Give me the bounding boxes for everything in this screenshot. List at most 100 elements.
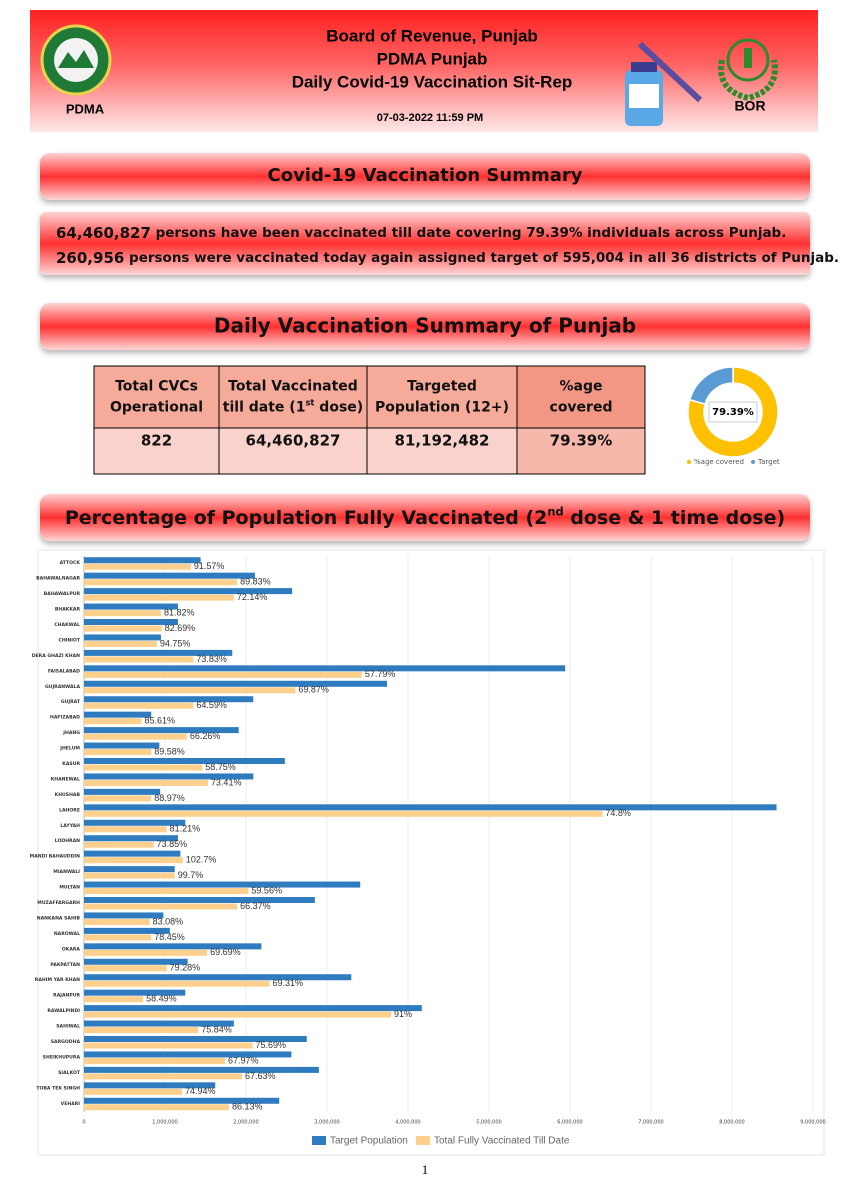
x-tick-label: 7,000,000 xyxy=(638,1120,663,1126)
bar xyxy=(84,974,352,981)
percent-label: 86.13% xyxy=(232,1102,263,1112)
table-cell-text: 79.39% xyxy=(550,432,612,450)
bar xyxy=(84,881,361,888)
bar xyxy=(84,866,175,873)
bar xyxy=(84,625,162,632)
bar xyxy=(84,727,239,734)
bar xyxy=(84,804,777,811)
text-line: till date (1st dose) xyxy=(223,397,363,415)
bar xyxy=(84,733,187,740)
bar xyxy=(84,680,387,687)
y-tick-label: GUJRANWALA xyxy=(45,684,80,690)
percent-label: 89.83% xyxy=(240,577,271,587)
table-cell xyxy=(516,427,646,475)
y-tick-label: ATTOCK xyxy=(60,560,81,566)
legend-swatch xyxy=(312,1136,326,1145)
percent-label: 94.75% xyxy=(160,638,191,648)
bar xyxy=(84,996,144,1003)
donut-label-box xyxy=(708,401,758,423)
bar xyxy=(84,927,170,934)
table-header-text: Total Vaccinated xyxy=(228,379,358,395)
percent-label: 79.28% xyxy=(170,963,201,973)
text-line: Percentage of Population Fully Vaccinate… xyxy=(65,504,785,529)
percent-label: 83.08% xyxy=(153,916,184,926)
y-tick-label: DERA GHAZI KHAN xyxy=(32,653,80,659)
percent-label: 81.82% xyxy=(164,607,195,617)
banner xyxy=(40,303,810,350)
bar xyxy=(84,649,233,656)
y-tick-label: TOBA TEK SINGH xyxy=(36,1085,80,1091)
y-tick-label: MIANWALI xyxy=(53,869,80,875)
percent-label: 75.84% xyxy=(201,1024,232,1034)
bar xyxy=(84,619,178,625)
bar xyxy=(84,665,566,672)
percent-label: 69.31% xyxy=(272,978,303,988)
bar xyxy=(84,718,142,725)
text: dose) xyxy=(314,400,363,416)
x-tick-label: 8,000,000 xyxy=(719,1120,744,1126)
report-title: Daily Covid-19 Vaccination Sit-Rep xyxy=(292,72,573,91)
bar xyxy=(84,1088,183,1095)
header-box xyxy=(30,10,818,132)
y-tick-label: JHANG xyxy=(62,730,80,736)
org-name: Board of Revenue, Punjab xyxy=(326,26,538,45)
percent-label: 57.79% xyxy=(365,669,396,679)
y-tick-label: JHELUM xyxy=(59,746,80,752)
bar xyxy=(84,588,293,595)
x-tick-label: 9,000,000 xyxy=(800,1120,825,1126)
percent-label: 99.7% xyxy=(178,870,204,880)
percent-label: 69.69% xyxy=(210,947,241,957)
percent-label: 74.94% xyxy=(185,1086,216,1096)
legend-swatch xyxy=(416,1136,430,1145)
bar xyxy=(84,912,164,919)
y-tick-label: RAHIM YAR KHAN xyxy=(35,977,80,983)
percent-label: 67.97% xyxy=(228,1055,259,1065)
banner xyxy=(40,494,810,541)
bar xyxy=(84,1036,307,1042)
bar xyxy=(84,572,255,579)
table-cell xyxy=(93,427,220,475)
bar xyxy=(84,958,188,965)
bar xyxy=(84,949,208,956)
report-datetime: 07-03-2022 11:59 PM xyxy=(377,112,483,124)
bar xyxy=(84,1051,292,1058)
bar xyxy=(84,610,161,617)
bar xyxy=(84,696,254,703)
table-cell-text: 64,460,827 xyxy=(246,432,341,450)
bar xyxy=(84,563,191,570)
percent-label: 73.85% xyxy=(157,839,188,849)
percent-label: 66.37% xyxy=(240,901,271,911)
superscript: nd xyxy=(547,504,563,518)
bar xyxy=(84,1020,234,1027)
dept-name: PDMA Punjab xyxy=(377,49,488,68)
summary-text: persons were vaccinated today again assi… xyxy=(124,250,839,266)
bar xyxy=(84,1082,216,1089)
percent-label: 85.61% xyxy=(145,716,176,726)
bar xyxy=(84,773,254,780)
donut-slice xyxy=(688,366,734,406)
bar xyxy=(84,1073,242,1080)
x-tick-label: 3,000,000 xyxy=(314,1120,339,1126)
bar xyxy=(84,819,186,826)
summary-box xyxy=(40,212,810,275)
bar xyxy=(84,897,315,903)
bar xyxy=(84,989,186,996)
banner-title: Covid-19 Vaccination Summary xyxy=(268,165,583,186)
bor-logo xyxy=(718,38,778,102)
summary: 64,460,827 persons have been vaccinated … xyxy=(56,224,839,267)
bar xyxy=(84,557,201,564)
table-cell-text: 81,192,482 xyxy=(395,432,490,450)
percent-label: 88.97% xyxy=(154,793,185,803)
legend-label: Target xyxy=(757,458,780,466)
bar xyxy=(84,980,270,987)
bar xyxy=(84,1011,391,1018)
y-tick-label: SARGODHA xyxy=(51,1039,81,1045)
page-number: 1 xyxy=(422,1162,429,1177)
y-tick-label: BHAKKAR xyxy=(55,607,81,613)
percent-label: 58.49% xyxy=(146,994,177,1004)
text: till date (1 xyxy=(223,400,306,416)
bar xyxy=(84,857,183,864)
donut-center-label: 79.39% xyxy=(712,407,754,418)
bar xyxy=(84,810,603,817)
